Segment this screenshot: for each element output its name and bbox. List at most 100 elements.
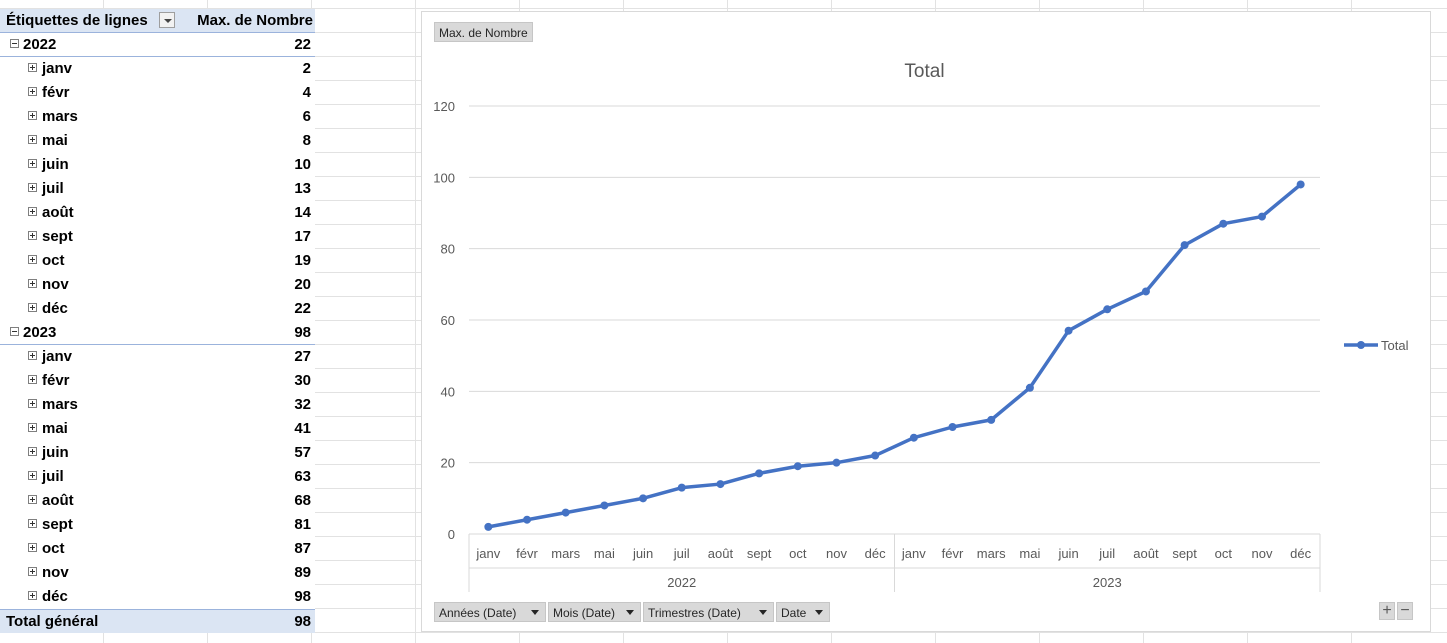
month-label: déc [42,300,68,317]
value-field-button[interactable]: Max. de Nombre [434,22,533,42]
x-tick-label: déc [865,546,886,561]
x-tick-label: sept [747,546,772,561]
expand-icon[interactable] [28,279,37,288]
month-row: sept 81 [0,513,315,537]
month-value: 63 [294,468,311,485]
y-tick-label: 0 [448,527,455,542]
pivot-header-row: Étiquettes de lignes Max. de Nombre [0,9,315,33]
expand-icon[interactable] [28,183,37,192]
axis-field-button[interactable]: Date [776,602,830,622]
month-value: 57 [294,444,311,461]
collapse-field-button[interactable]: − [1397,602,1413,620]
x-tick-label: juin [632,546,653,561]
x-tick-label: nov [826,546,847,561]
month-label: janv [42,60,73,77]
pivot-body: 2022 22 janv 2 févr 4 mars 6 mai 8 juin 10 juil 13 aoû… [0,33,315,609]
pivot-chart[interactable]: Max. de Nombre Total 0 20 40 60 80 100 120 janv f… [421,11,1431,632]
month-label: mars [42,108,78,125]
expand-icon[interactable] [28,159,37,168]
data-point [484,522,493,531]
expand-icon[interactable] [28,303,37,312]
expand-icon[interactable] [28,231,37,240]
month-row: déc 22 [0,297,315,321]
expand-icon[interactable] [28,543,37,552]
expand-icon[interactable] [28,567,37,576]
month-row: mai 8 [0,129,315,153]
data-point [871,451,880,460]
month-label: août [42,492,74,509]
expand-icon[interactable] [28,63,37,72]
expand-icon[interactable] [28,495,37,504]
collapse-icon[interactable] [10,327,19,336]
expand-icon[interactable] [28,351,37,360]
month-row: mars 6 [0,105,315,129]
expand-icon[interactable] [28,135,37,144]
month-row: nov 89 [0,561,315,585]
expand-icon[interactable] [28,447,37,456]
axis-field-button[interactable]: Mois (Date) [548,602,641,622]
month-value: 6 [302,108,311,125]
expand-icon[interactable] [28,255,37,264]
expand-icon[interactable] [28,399,37,408]
month-label: févr [42,372,70,389]
data-point [600,501,609,510]
expand-icon[interactable] [28,87,37,96]
x-tick-label: nov [1251,546,1272,561]
expand-icon[interactable] [28,207,37,216]
expand-icon[interactable] [28,471,37,480]
expand-icon[interactable] [28,111,37,120]
axis-field-button[interactable]: Années (Date) [434,602,546,622]
x-tick-label: oct [1215,546,1233,561]
year-row-2023: 2023 98 [0,321,315,345]
x-tick-label: août [1133,546,1159,561]
y-tick-label: 80 [441,242,455,257]
expand-field-button[interactable]: + [1379,602,1395,620]
month-value: 89 [294,564,311,581]
x-tick-label: août [708,546,734,561]
x-tick-label: févr [516,546,538,561]
month-value: 32 [294,396,311,413]
year-label: 2022 [23,36,57,53]
x-tick-label: mars [977,546,1006,561]
expand-icon[interactable] [28,423,37,432]
x-tick-label: déc [1290,546,1311,561]
legend-marker [1357,341,1365,349]
month-label: févr [42,84,70,101]
expand-icon[interactable] [28,375,37,384]
year-row-2022: 2022 22 [0,33,315,57]
month-value: 2 [302,60,311,77]
x-tick-label: juin [1057,546,1078,561]
data-point [561,508,570,517]
pivot-table: Étiquettes de lignes Max. de Nombre 2022… [0,9,315,633]
month-label: juin [42,444,69,461]
data-point [1025,383,1034,392]
month-label: déc [42,588,68,605]
month-label: juil [42,468,64,485]
collapse-icon[interactable] [10,39,19,48]
expand-icon[interactable] [28,519,37,528]
x-tick-label: janv [901,546,926,561]
month-label: juin [42,156,69,173]
x-tick-label: oct [789,546,807,561]
group-label: 2023 [1093,575,1122,590]
data-point [716,480,725,489]
row-labels-filter-button[interactable] [159,12,175,28]
month-value: 22 [294,300,311,317]
data-point [1296,180,1305,189]
axis-field-button[interactable]: Trimestres (Date) [643,602,774,622]
expand-icon[interactable] [28,591,37,600]
month-label: mai [42,132,68,149]
month-row: oct 19 [0,249,315,273]
month-label: janv [42,348,73,365]
month-row: juin 10 [0,153,315,177]
data-point [1219,219,1228,228]
data-point [1064,326,1073,335]
group-label: 2022 [667,575,696,590]
data-point [1103,305,1112,314]
month-row: août 68 [0,489,315,513]
month-value: 14 [294,204,311,221]
y-tick-label: 20 [441,456,455,471]
data-point [793,462,802,471]
series-line [488,183,1302,529]
